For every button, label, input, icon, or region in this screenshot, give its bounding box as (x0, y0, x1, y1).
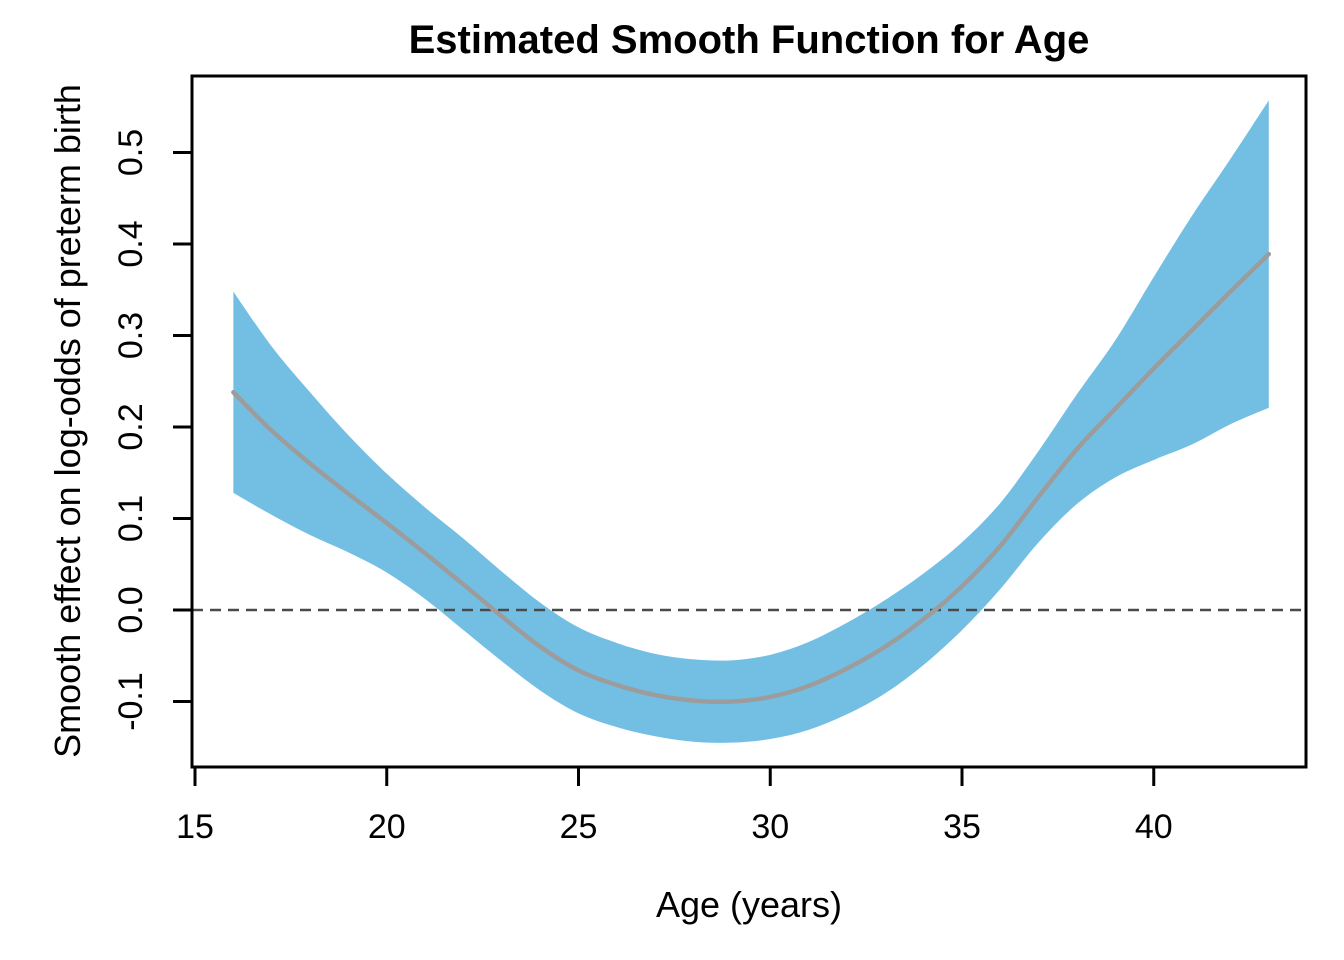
x-tick-label: 35 (943, 808, 981, 846)
fit-line-layer (231, 251, 1272, 705)
confidence-band-layer (233, 100, 1269, 743)
y-tick-label: 0.1 (112, 495, 150, 542)
y-axis-ticks: -0.1 0.0 0.1 0.2 0.3 0.4 0.5 (112, 129, 192, 731)
plot-border (190, 74, 1308, 769)
x-tick-label: 15 (176, 808, 214, 846)
y-tick-label: 0.4 (112, 220, 150, 267)
x-axis-title: Age (years) (656, 884, 842, 925)
x-tick-label: 40 (1135, 808, 1173, 846)
chart-title: Estimated Smooth Function for Age (409, 18, 1090, 62)
y-tick-label: 0.2 (112, 403, 150, 450)
y-tick-label: 0.0 (112, 586, 150, 633)
smooth-fit-line (231, 251, 1272, 705)
x-tick-label: 20 (368, 808, 406, 846)
x-tick-label: 30 (751, 808, 789, 846)
confidence-band (233, 100, 1269, 743)
x-tick-label: 25 (560, 808, 598, 846)
x-axis-ticks: 15 20 25 30 35 40 (176, 767, 1173, 846)
y-axis-title: Smooth effect on log-odds of preterm bir… (47, 84, 88, 758)
y-tick-label: -0.1 (112, 672, 150, 731)
y-tick-label: 0.5 (112, 129, 150, 176)
y-tick-label: 0.3 (112, 312, 150, 359)
